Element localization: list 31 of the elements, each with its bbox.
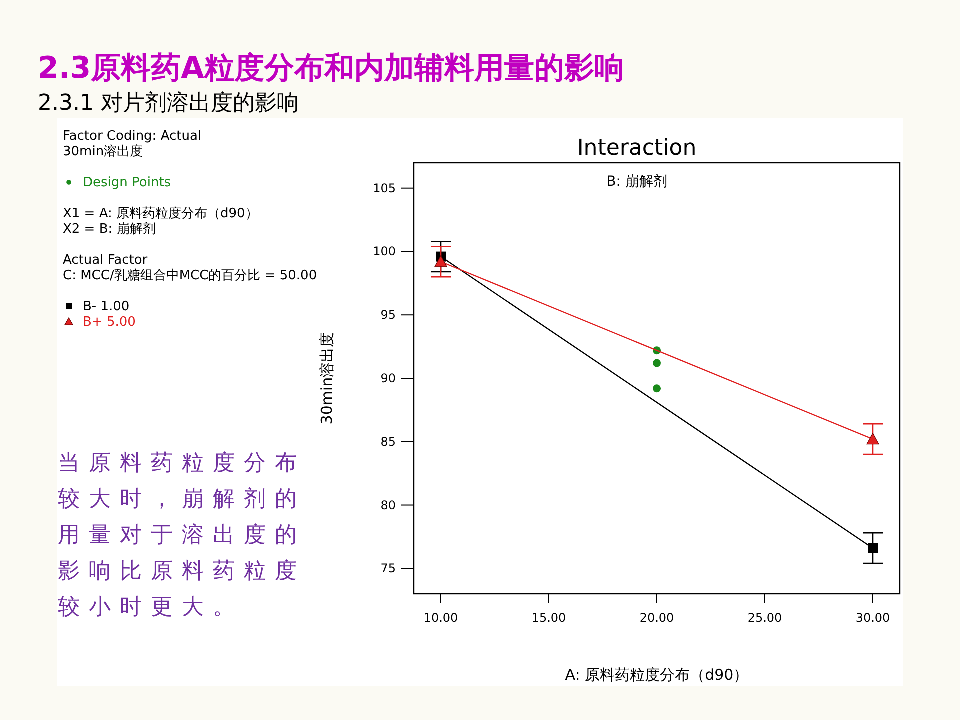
text: 当原料药粒度分布较大时，崩解剂的用量对于溶出度的影响比原料药粒度较小时更大。 bbox=[58, 451, 306, 620]
chart-title: 2.3原料药A粒度分布和内加辅料用量的影响 bbox=[38, 51, 624, 86]
x-tick-label: 10.00 bbox=[424, 611, 458, 625]
y-tick-label: 95 bbox=[380, 308, 396, 322]
text: Actual Factor bbox=[63, 253, 148, 268]
y-tick-label: 90 bbox=[380, 372, 396, 386]
point bbox=[653, 359, 661, 368]
annotation: B: 崩解剂 bbox=[606, 174, 668, 190]
y-tick-label: 75 bbox=[380, 562, 396, 576]
legend-label: B+ 5.00 bbox=[83, 315, 136, 330]
text: 2.3.1 对片剂溶出度的影响 bbox=[38, 91, 299, 116]
y-axis-title: 30min溶出度 bbox=[318, 332, 336, 425]
x-tick-label: 15.00 bbox=[532, 611, 566, 625]
x-axis-title: A: 原料药粒度分布（d90） bbox=[565, 666, 749, 684]
x-tick-label: 30.00 bbox=[856, 611, 890, 625]
y-tick-label: 100 bbox=[373, 244, 396, 259]
text: C: MCC/乳糖组合中MCC的百分比 = 50.00 bbox=[63, 268, 318, 284]
text: Factor Coding: Actual bbox=[63, 129, 202, 144]
y-tick-label: 105 bbox=[373, 181, 396, 196]
y-tick-label: 85 bbox=[380, 434, 396, 449]
text: X2 = B: 崩解剂 bbox=[63, 221, 156, 237]
x-tick-label: 20.00 bbox=[640, 611, 674, 625]
point bbox=[868, 543, 878, 554]
text: X1 = A: 原料药粒度分布（d90） bbox=[63, 206, 258, 222]
text: Interaction bbox=[577, 136, 697, 161]
legend-label: B- 1.00 bbox=[83, 300, 130, 314]
point bbox=[653, 384, 661, 393]
legend-label: Design Points bbox=[83, 176, 172, 190]
text: 30min溶出度 bbox=[63, 144, 144, 160]
y-tick-label: 80 bbox=[380, 498, 396, 512]
x-tick-label: 25.00 bbox=[748, 611, 782, 625]
